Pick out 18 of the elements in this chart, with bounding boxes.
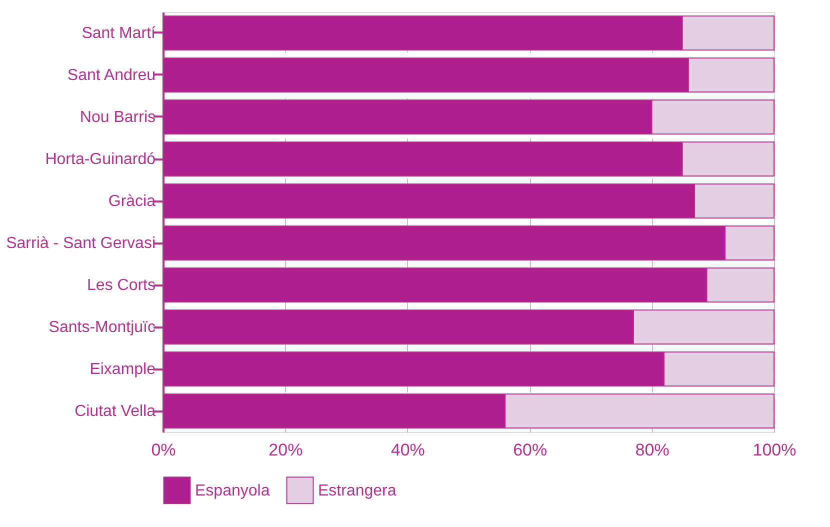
y-tick-label: Nou Barris [80,109,156,126]
y-tick-label: Eixample [90,361,156,378]
x-tick-label: 60% [513,440,548,460]
legend-label: Estrangera [318,482,396,500]
y-tick-label: Les Corts [87,277,156,294]
y-tick-label: Sant Andreu [67,67,156,84]
legend-label: Espanyola [195,482,270,500]
y-tick-label: Sants-Montjuïc [48,319,156,336]
y-tick-label: Gràcia [108,193,156,210]
y-tick-label: Ciutat Vella [74,403,156,420]
x-tick-label: 20% [268,440,303,460]
x-tick-label: 40% [390,440,425,460]
y-tick-label: Sant Martí [82,25,156,42]
y-tick-label: Sarrià - Sant Gervasi [6,235,156,252]
x-tick-label: 0% [151,440,176,460]
x-tick-label: 100% [752,440,796,460]
y-tick-label: Horta-Guinardó [45,151,156,168]
x-tick-label: 80% [635,440,670,460]
